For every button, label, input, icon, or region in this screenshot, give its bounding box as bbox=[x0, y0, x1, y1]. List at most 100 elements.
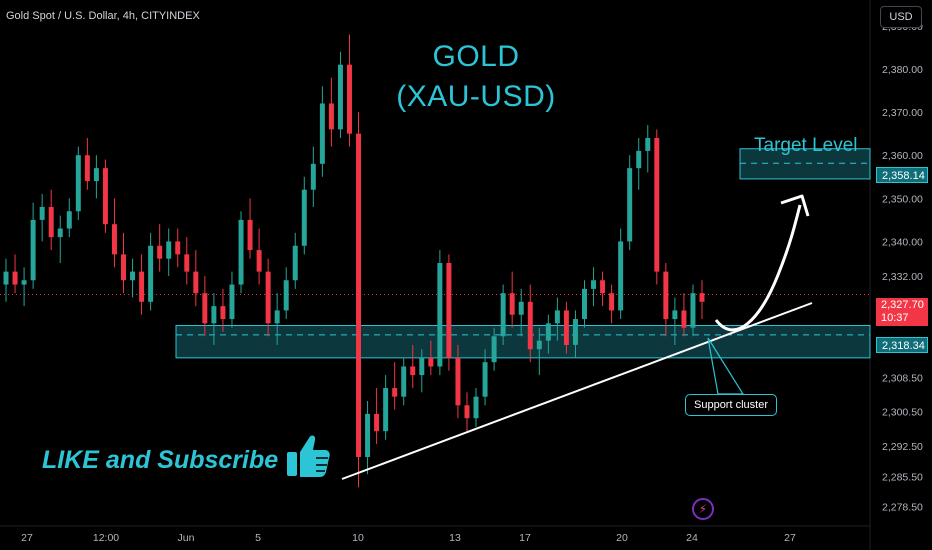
x-tick-label: 17 bbox=[519, 532, 531, 544]
candle bbox=[410, 344, 416, 389]
y-tick-label: 2,350.00 bbox=[882, 193, 923, 205]
like-subscribe-text: LIKE and Subscribe bbox=[42, 446, 279, 474]
candle-body bbox=[148, 245, 154, 302]
candle-body bbox=[618, 241, 624, 311]
candle bbox=[482, 349, 488, 406]
x-tick-label: 12:00 bbox=[93, 532, 119, 544]
x-tick-label: 20 bbox=[616, 532, 628, 544]
candle bbox=[12, 254, 18, 294]
y-tick-label: 2,278.50 bbox=[882, 502, 923, 514]
candle-body bbox=[328, 103, 334, 130]
candle-body bbox=[301, 189, 307, 246]
candle-body bbox=[654, 137, 660, 272]
price-axis: 2,390.002,380.002,370.002,360.002,350.00… bbox=[882, 21, 923, 514]
candle-body bbox=[563, 310, 569, 345]
candle bbox=[473, 388, 479, 427]
candle-body bbox=[229, 284, 235, 320]
candle-body bbox=[636, 150, 642, 169]
candle-body bbox=[482, 362, 488, 397]
candle bbox=[672, 297, 678, 345]
candle-body bbox=[3, 271, 9, 285]
candle bbox=[66, 198, 72, 238]
y-tick-label: 2,332.00 bbox=[882, 271, 923, 283]
x-tick-label: 27 bbox=[21, 532, 33, 544]
candle bbox=[356, 112, 362, 488]
candle bbox=[518, 288, 524, 337]
candle bbox=[57, 215, 63, 263]
candle bbox=[346, 34, 352, 147]
candle-body bbox=[572, 319, 578, 345]
candle-body bbox=[627, 168, 633, 242]
thumbs-up-icon bbox=[287, 435, 330, 477]
candle bbox=[618, 228, 624, 320]
candle bbox=[591, 267, 597, 307]
candle bbox=[310, 146, 316, 207]
support-zone-box bbox=[175, 325, 871, 359]
candle-body bbox=[121, 254, 126, 281]
candle-body bbox=[193, 271, 199, 294]
candle-body bbox=[392, 388, 398, 397]
candle bbox=[545, 314, 551, 354]
candle bbox=[48, 189, 54, 251]
candle bbox=[446, 254, 452, 371]
x-tick-label: 5 bbox=[255, 532, 261, 544]
candle bbox=[690, 284, 696, 337]
candle-body bbox=[699, 293, 705, 302]
candle-body bbox=[383, 388, 389, 432]
candle-body bbox=[690, 293, 696, 328]
target-level-label: Target Level bbox=[754, 135, 858, 156]
candle-body bbox=[554, 310, 560, 324]
candle-body bbox=[337, 64, 343, 130]
y-tick-label: 2,340.00 bbox=[882, 236, 923, 248]
candle-body bbox=[527, 301, 533, 350]
candle bbox=[238, 211, 244, 294]
projection-arrow bbox=[714, 204, 802, 332]
candle bbox=[102, 159, 108, 233]
candle bbox=[419, 349, 425, 393]
y-tick-label: 2,308.50 bbox=[882, 372, 923, 384]
x-tick-label: 10 bbox=[352, 532, 364, 544]
candle-body bbox=[274, 310, 280, 324]
x-tick-label: 27 bbox=[784, 532, 796, 544]
candle bbox=[572, 310, 578, 358]
candle bbox=[437, 250, 443, 376]
candle-body bbox=[256, 250, 262, 272]
y-tick-label: 2,370.00 bbox=[882, 107, 923, 119]
candle-body bbox=[374, 413, 380, 432]
candle-body bbox=[12, 271, 18, 285]
candle bbox=[609, 284, 615, 324]
candle bbox=[39, 194, 45, 242]
candle-body bbox=[57, 228, 63, 238]
candle-body bbox=[220, 306, 226, 320]
candle-body bbox=[66, 211, 72, 229]
candle bbox=[582, 280, 587, 328]
candle-body bbox=[401, 366, 407, 397]
candle bbox=[392, 362, 398, 410]
candle bbox=[464, 392, 470, 432]
candle-body bbox=[473, 396, 479, 419]
candle bbox=[292, 232, 298, 289]
candle bbox=[401, 357, 407, 406]
candle-body bbox=[609, 293, 615, 311]
candle-body bbox=[166, 241, 172, 259]
trendline bbox=[341, 302, 813, 480]
candle-body bbox=[84, 155, 90, 182]
time-axis: 27 12:00 Jun 5 10 13 17 20 24 27 bbox=[21, 532, 796, 544]
headline-title: GOLD bbox=[432, 40, 520, 73]
candle-body bbox=[265, 271, 271, 324]
currency-button[interactable]: USD bbox=[880, 6, 922, 28]
candle-body bbox=[21, 280, 27, 285]
candle-body bbox=[283, 280, 289, 311]
candle-body bbox=[672, 310, 678, 320]
y-tick-label: 2,360.00 bbox=[882, 150, 923, 162]
current-price-value: 2,327.70 bbox=[881, 299, 924, 311]
candle-body bbox=[464, 405, 470, 419]
candle bbox=[681, 293, 687, 337]
candle bbox=[193, 250, 199, 307]
flash-icon[interactable]: ⚡ bbox=[692, 498, 714, 520]
candle-body bbox=[428, 357, 434, 367]
candle bbox=[500, 284, 506, 345]
candle-body bbox=[681, 310, 687, 328]
candle-body bbox=[346, 64, 352, 134]
